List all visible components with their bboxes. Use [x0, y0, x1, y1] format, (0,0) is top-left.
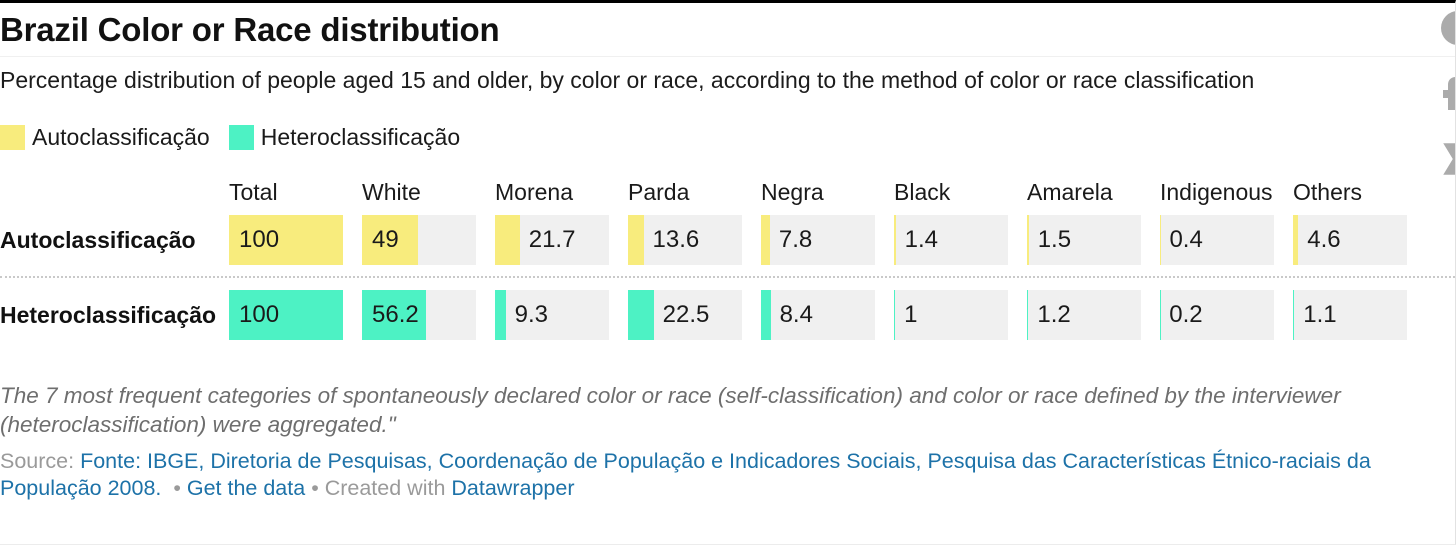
row-divider [0, 276, 1455, 279]
bar-value-label: 100 [239, 301, 280, 329]
header-divider [0, 56, 1455, 57]
legend-item-heteroclassificacao: Heteroclassificação [228, 124, 461, 151]
legend: Autoclassificação Heteroclassificação [0, 124, 1455, 151]
bar-value-label: 4.6 [1307, 226, 1341, 254]
column-header-row: Total White Morena Parda Negra Black Amarela In… [0, 179, 1455, 215]
chart-subtitle: Percentage distribution of people aged 1… [0, 67, 1255, 94]
bar-fill [229, 215, 343, 266]
bar-value-label: 13.6 [652, 226, 700, 254]
bar-cell-amarela: 1.2 [1027, 290, 1141, 341]
source-link[interactable]: Fonte: IBGE, Diretoria de Pesquisas, Coo… [0, 449, 1371, 501]
bar-cell-parda: 22.5 [628, 290, 742, 341]
bar-value-label: 7.8 [778, 226, 813, 254]
bar-fill [495, 215, 520, 266]
bar-cell-morena: 21.7 [495, 215, 609, 266]
legend-swatch-teal [228, 125, 254, 151]
bar-value-label: 21.7 [528, 226, 576, 254]
bar-cell-negra: 7.8 [761, 215, 875, 266]
bar-fill [362, 215, 418, 266]
bar-fill [628, 215, 644, 266]
bar-cell-total: 100 [229, 215, 343, 266]
table-row: Autoclassificação 100 49 21.7 13.6 7.8 1.4 1.5 0… [0, 215, 1455, 266]
bar-table: Total White Morena Parda Negra Black Amarela In… [0, 179, 1455, 341]
bar-fill [1027, 215, 1029, 266]
info-circle-icon[interactable] [1441, 11, 1455, 45]
bar-fill [628, 290, 654, 341]
row-label: Heteroclassificação [0, 301, 217, 328]
legend-item-autoclassificacao: Autoclassificação [0, 124, 210, 151]
bar-cell-negra: 8.4 [761, 290, 875, 341]
bar-value-label: 0.2 [1169, 301, 1203, 329]
facebook-icon[interactable] [1441, 76, 1455, 110]
bar-cell-morena: 9.3 [495, 290, 609, 341]
bar-fill [362, 290, 427, 341]
bar-cell-black: 1.4 [894, 215, 1008, 266]
bullet-separator: • [311, 476, 319, 501]
bar-value-label: 1.2 [1037, 301, 1071, 329]
column-header-morena: Morena [495, 179, 573, 206]
bar-cell-white: 56.2 [362, 290, 476, 341]
bar-value-label: 1 [904, 301, 918, 329]
bar-value-label: 8.4 [779, 301, 813, 329]
row-label: Autoclassificação [0, 226, 196, 253]
column-header-amarela: Amarela [1027, 179, 1113, 206]
bar-cell-others: 1.1 [1293, 290, 1407, 341]
table-row: Heteroclassificação 100 56.2 9.3 22.5 8.4 1 1.2… [0, 290, 1455, 341]
bullet-separator: • [173, 476, 181, 501]
bar-value-label: 56.2 [372, 301, 419, 329]
column-header-black: Black [894, 179, 951, 206]
bar-value-label: 1.1 [1303, 301, 1337, 329]
bar-fill [894, 215, 896, 266]
bar-value-label: 22.5 [662, 301, 710, 329]
bar-fill [761, 215, 770, 266]
bar-fill [894, 290, 896, 341]
bar-fill [761, 290, 771, 341]
bar-value-label: 1.5 [1037, 226, 1072, 254]
column-header-parda: Parda [628, 179, 690, 206]
bar-cell-total: 100 [229, 290, 343, 341]
legend-swatch-yellow [0, 125, 25, 151]
bar-value-label: 9.3 [514, 301, 548, 329]
source-prefix: Source: [0, 449, 75, 474]
bar-fill [1027, 290, 1029, 341]
datawrapper-link[interactable]: Datawrapper [451, 476, 575, 501]
bar-value-label: 0.4 [1169, 226, 1203, 254]
column-header-total: Total [229, 179, 278, 206]
bar-fill [495, 290, 506, 341]
bar-cell-others: 4.6 [1293, 215, 1407, 266]
created-with-text: Created with [324, 476, 446, 501]
bar-value-label: 1.4 [904, 226, 938, 254]
get-the-data-link[interactable]: Get the data [186, 476, 306, 501]
bar-cell-indigenous: 0.2 [1160, 290, 1274, 341]
column-header-indigenous: Indigenous [1160, 179, 1273, 206]
bar-cell-amarela: 1.5 [1027, 215, 1141, 266]
bar-value-label: 49 [372, 226, 399, 254]
column-header-others: Others [1293, 179, 1363, 206]
bar-cell-parda: 13.6 [628, 215, 742, 266]
bar-fill [1293, 215, 1299, 266]
bar-cell-white: 49 [362, 215, 476, 266]
column-header-negra: Negra [761, 179, 824, 206]
page-title: Brazil Color or Race distribution [0, 11, 500, 48]
bar-fill [229, 290, 343, 341]
column-header-white: White [362, 179, 421, 206]
chart-note: The 7 most frequent categories of sponta… [0, 383, 1341, 438]
bar-fill [1293, 290, 1295, 341]
source-line: Source: Fonte: IBGE, Diretoria de Pesqui… [0, 448, 1445, 502]
x-twitter-icon[interactable] [1441, 141, 1455, 177]
bar-cell-black: 1 [894, 290, 1008, 341]
bar-cell-indigenous: 0.4 [1160, 215, 1274, 266]
legend-label: Autoclassificação [32, 124, 210, 151]
bar-value-label: 100 [239, 226, 280, 254]
legend-label: Heteroclassificação [260, 124, 461, 151]
